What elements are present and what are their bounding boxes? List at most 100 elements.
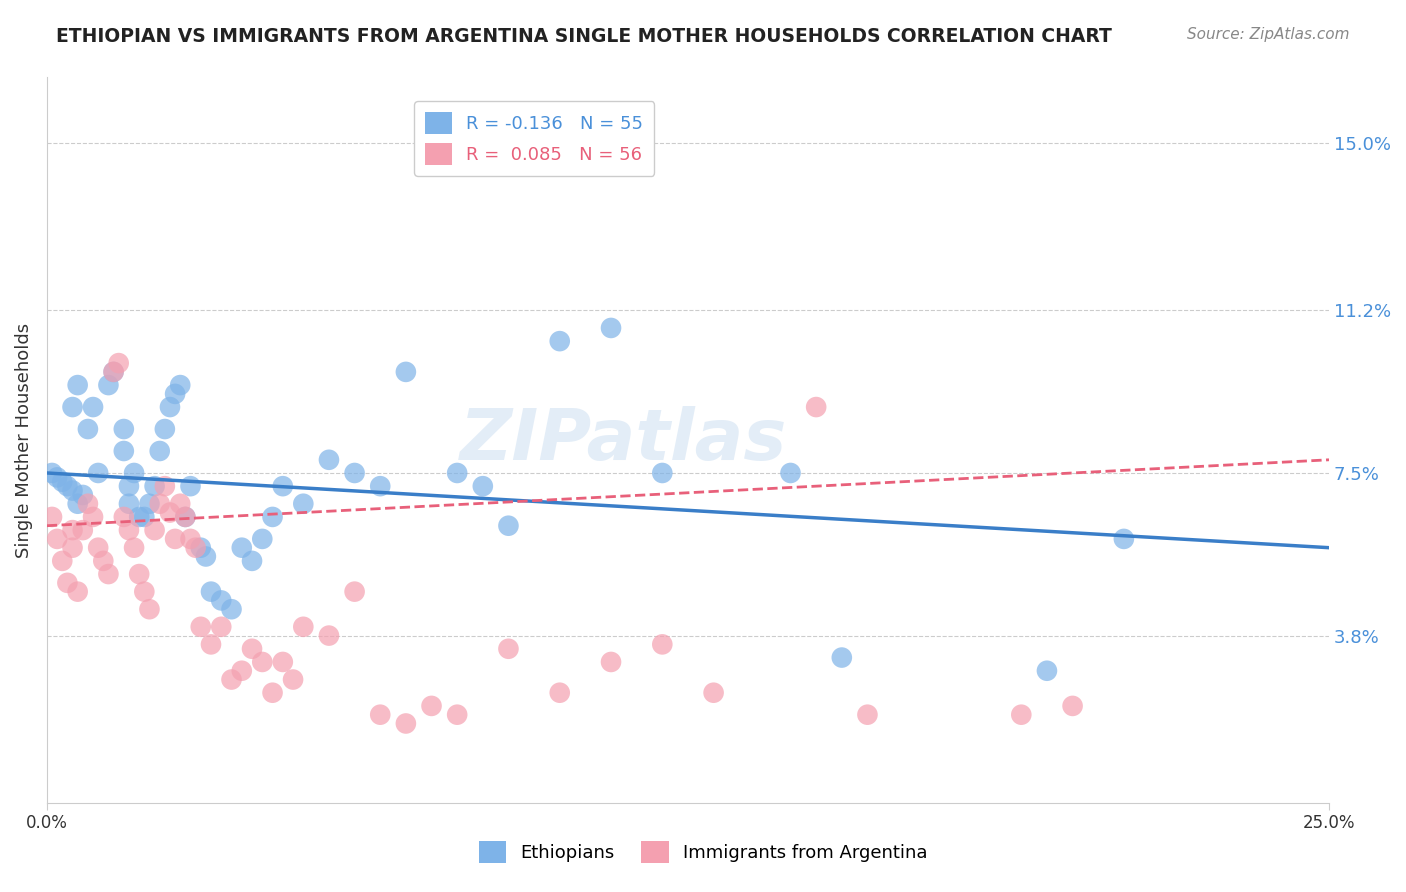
Point [252, 655, 274, 669]
Point [107, 356, 129, 370]
Text: ETHIOPIAN VS IMMIGRANTS FROM ARGENTINA SINGLE MOTHER HOUSEHOLDS CORRELATION CHAR: ETHIOPIAN VS IMMIGRANTS FROM ARGENTINA S… [56, 27, 1112, 45]
Point [149, 497, 172, 511]
Text: Source: ZipAtlas.com: Source: ZipAtlas.com [1187, 27, 1350, 42]
Point [134, 510, 156, 524]
Point [1036, 664, 1059, 678]
Point [122, 466, 145, 480]
Point [262, 510, 284, 524]
Point [548, 334, 571, 348]
Point [262, 686, 284, 700]
Point [134, 584, 156, 599]
Point [138, 602, 160, 616]
Point [343, 584, 366, 599]
Point [179, 532, 201, 546]
Point [77, 497, 100, 511]
Point [169, 497, 191, 511]
Point [651, 637, 673, 651]
Legend: R = -0.136   N = 55, R =  0.085   N = 56: R = -0.136 N = 55, R = 0.085 N = 56 [413, 101, 654, 176]
Point [292, 620, 315, 634]
Point [240, 554, 263, 568]
Point [91, 554, 114, 568]
Point [66, 497, 89, 511]
Point [703, 686, 725, 700]
Point [446, 466, 468, 480]
Point [318, 629, 340, 643]
Point [165, 387, 187, 401]
Point [118, 523, 141, 537]
Point [651, 466, 673, 480]
Point [56, 479, 79, 493]
Point [82, 400, 104, 414]
Point [87, 541, 110, 555]
Point [200, 637, 222, 651]
Text: ZIPatlas: ZIPatlas [460, 406, 787, 475]
Point [548, 686, 571, 700]
Point [271, 479, 294, 493]
Point [498, 641, 520, 656]
Point [395, 716, 418, 731]
Point [165, 532, 187, 546]
Point [51, 554, 73, 568]
Point [200, 584, 222, 599]
Point [318, 452, 340, 467]
Legend: Ethiopians, Immigrants from Argentina: Ethiopians, Immigrants from Argentina [468, 830, 938, 874]
Point [368, 479, 391, 493]
Point [62, 483, 84, 498]
Point [252, 532, 274, 546]
Point [174, 510, 197, 524]
Point [112, 510, 135, 524]
Point [112, 422, 135, 436]
Point [169, 378, 191, 392]
Point [209, 620, 232, 634]
Point [62, 400, 84, 414]
Point [122, 541, 145, 555]
Point [46, 532, 69, 546]
Point [179, 479, 201, 493]
Point [41, 466, 63, 480]
Point [271, 655, 294, 669]
Point [159, 400, 181, 414]
Y-axis label: Single Mother Households: Single Mother Households [15, 322, 32, 558]
Point [190, 620, 212, 634]
Point [128, 510, 150, 524]
Point [112, 444, 135, 458]
Point [66, 584, 89, 599]
Point [51, 475, 73, 489]
Point [368, 707, 391, 722]
Point [87, 466, 110, 480]
Point [143, 479, 166, 493]
Point [231, 664, 253, 678]
Point [97, 567, 120, 582]
Point [97, 378, 120, 392]
Point [209, 593, 232, 607]
Point [194, 549, 217, 564]
Point [62, 523, 84, 537]
Point [600, 321, 623, 335]
Point [153, 479, 176, 493]
Point [281, 673, 304, 687]
Point [143, 523, 166, 537]
Point [420, 698, 443, 713]
Point [56, 575, 79, 590]
Point [149, 444, 172, 458]
Point [72, 523, 94, 537]
Point [82, 510, 104, 524]
Point [1062, 698, 1084, 713]
Point [1010, 707, 1032, 722]
Point [856, 707, 879, 722]
Point [174, 510, 197, 524]
Point [190, 541, 212, 555]
Point [77, 422, 100, 436]
Point [128, 567, 150, 582]
Point [118, 479, 141, 493]
Point [221, 673, 243, 687]
Point [471, 479, 494, 493]
Point [184, 541, 207, 555]
Point [46, 470, 69, 484]
Point [62, 541, 84, 555]
Point [343, 466, 366, 480]
Point [804, 400, 827, 414]
Point [779, 466, 801, 480]
Point [221, 602, 243, 616]
Point [66, 378, 89, 392]
